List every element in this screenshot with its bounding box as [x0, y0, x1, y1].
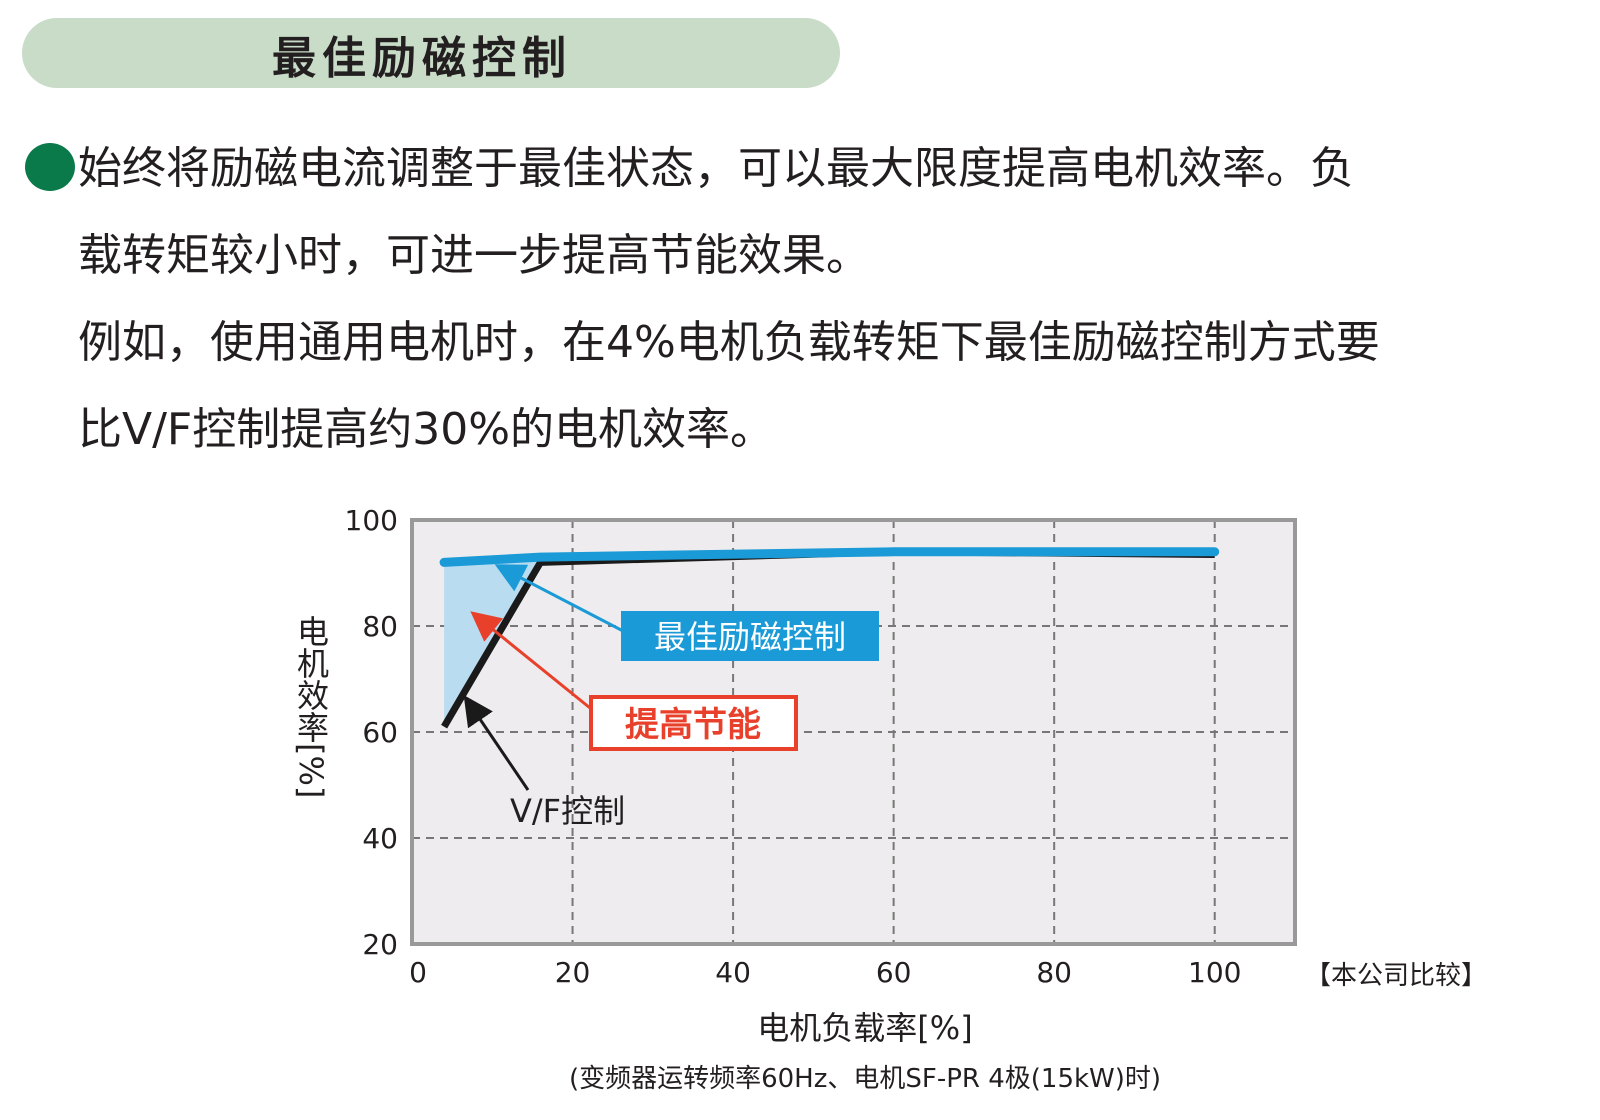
optimal-label-box	[621, 611, 879, 661]
body-line-2: 载转矩较小时，可进一步提高节能效果。	[78, 230, 870, 281]
x-tick-label: 0	[409, 956, 427, 989]
saving-label: 提高节能	[625, 705, 761, 745]
optimal-arrow	[494, 564, 626, 634]
x-tick-label: 20	[555, 956, 591, 989]
optimal-label: 最佳励磁控制	[654, 618, 846, 656]
header-pill	[22, 18, 840, 88]
y-tick-label: 80	[362, 610, 398, 643]
x-axis-label: 电机负载率[%]	[757, 1009, 973, 1047]
bullet-icon	[25, 143, 75, 191]
y-tick-label: 20	[362, 928, 398, 961]
chart-note: (变频器运转频率60Hz、电机SF-PR 4极(15kW)时)	[568, 1064, 1162, 1094]
saving-label-box	[589, 695, 798, 751]
y-axis-label: 电机效率[%]	[292, 615, 330, 799]
page-title: 最佳励磁控制	[272, 33, 572, 84]
company-comparison: 【本公司比较】	[1305, 961, 1488, 991]
body-line-1: 始终将励磁电流调整于最佳状态，可以最大限度提高电机效率。负	[78, 143, 1354, 194]
y-tick-label: 40	[362, 822, 398, 855]
x-tick-label: 100	[1188, 956, 1241, 989]
x-tick-label: 40	[715, 956, 751, 989]
saving-arrow	[470, 611, 596, 714]
series-optimal-line	[439, 547, 1220, 567]
body-line-3: 例如，使用通用电机时，在4%电机负载转矩下最佳励磁控制方式要	[78, 317, 1380, 368]
body-line-4: 比V/F控制提高约30%的电机效率。	[78, 404, 775, 455]
vf-label: V/F控制	[510, 792, 625, 830]
y-tick-label: 100	[345, 504, 398, 537]
plot-border	[410, 518, 1297, 946]
x-tick-label: 60	[876, 956, 912, 989]
vf-arrow	[463, 695, 530, 791]
x-tick-label: 80	[1036, 956, 1072, 989]
y-tick-label: 60	[362, 716, 398, 749]
